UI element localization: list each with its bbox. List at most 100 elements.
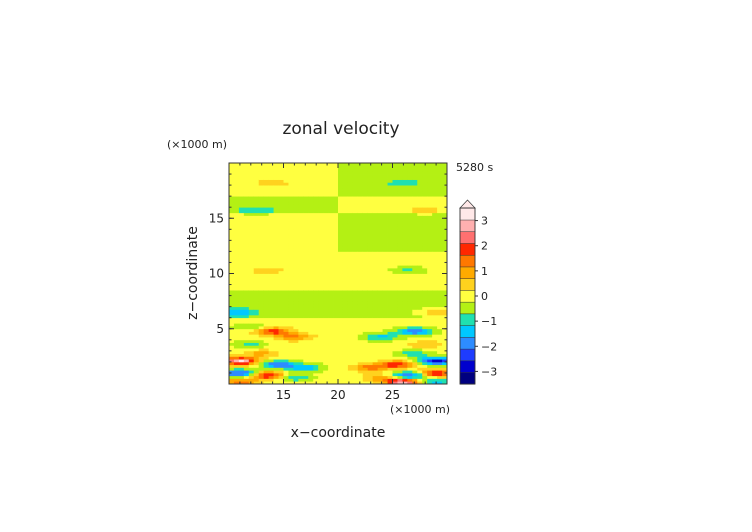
- field-cell: [387, 262, 393, 266]
- field-cell: [288, 356, 294, 360]
- field-cell: [308, 337, 314, 341]
- field-cell: [412, 198, 418, 203]
- field-cell: [392, 262, 398, 266]
- field-cell: [229, 353, 235, 357]
- field-cell: [392, 361, 398, 366]
- field-cell: [263, 198, 270, 203]
- field-cell: [263, 367, 270, 371]
- field-cell: [303, 204, 309, 208]
- field-cell: [422, 256, 428, 261]
- field-cell: [422, 168, 428, 172]
- field-cell: [323, 262, 329, 266]
- field-cell: [263, 317, 270, 321]
- field-cell: [402, 350, 408, 355]
- field-cell: [437, 348, 443, 352]
- field-cell: [258, 176, 265, 180]
- field-cell: [313, 287, 319, 291]
- field-cell: [278, 359, 284, 363]
- field-cell: [397, 342, 403, 346]
- field-cell: [387, 273, 393, 277]
- field-cell: [283, 342, 289, 346]
- field-cell: [323, 190, 329, 194]
- field-cell: [427, 267, 433, 272]
- field-cell: [278, 171, 284, 175]
- field-cell: [283, 201, 289, 205]
- field-cell: [362, 237, 369, 241]
- field-cell: [328, 353, 334, 357]
- field-cell: [243, 223, 250, 227]
- field-cell: [318, 207, 324, 211]
- field-cell: [293, 201, 299, 205]
- field-cell: [407, 243, 413, 247]
- field-cell: [268, 309, 274, 313]
- field-cell: [338, 226, 344, 230]
- field-cell: [397, 265, 403, 269]
- field-cell: [367, 198, 374, 203]
- field-cell: [437, 356, 443, 360]
- field-cell: [298, 187, 304, 192]
- field-cell: [233, 281, 240, 285]
- field-cell: [412, 290, 418, 294]
- field-cell: [253, 207, 260, 211]
- field-cell: [313, 245, 319, 250]
- field-cell: [362, 295, 369, 299]
- field-cell: [442, 209, 448, 214]
- field-cell: [372, 353, 379, 357]
- field-cell: [412, 182, 418, 186]
- field-cell: [328, 221, 334, 225]
- field-cell: [357, 254, 364, 258]
- field-cell: [432, 281, 438, 285]
- field-cell: [382, 209, 388, 214]
- field-cell: [362, 381, 369, 385]
- field-cell: [442, 256, 448, 261]
- field-cell: [308, 359, 314, 363]
- field-cell: [273, 328, 279, 332]
- field-cell: [407, 309, 413, 313]
- field-cell: [342, 207, 349, 211]
- field-cell: [392, 232, 398, 236]
- field-cell: [377, 245, 383, 250]
- field-cell: [238, 375, 245, 379]
- field-cell: [382, 204, 388, 208]
- field-cell: [248, 372, 255, 377]
- field-cell: [328, 215, 334, 219]
- field-cell: [248, 359, 255, 363]
- field-cell: [263, 361, 270, 366]
- field-cell: [347, 232, 354, 236]
- field-cell: [318, 320, 324, 324]
- field-cell: [412, 229, 418, 233]
- field-cell: [352, 345, 359, 349]
- field-cell: [283, 215, 289, 219]
- field-cell: [427, 342, 433, 346]
- field-cell: [293, 176, 299, 180]
- field-cell: [342, 215, 349, 219]
- field-cell: [333, 314, 339, 319]
- field-cell: [258, 301, 265, 305]
- field-cell: [238, 251, 245, 255]
- field-cell: [437, 265, 443, 269]
- field-cell: [437, 256, 443, 261]
- field-cell: [417, 201, 423, 205]
- field-cell: [293, 187, 299, 192]
- field-cell: [437, 295, 443, 299]
- field-cell: [382, 207, 388, 211]
- field-cell: [268, 359, 274, 363]
- field-cell: [422, 331, 428, 335]
- field-cell: [238, 165, 245, 169]
- field-cell: [422, 317, 428, 321]
- field-cell: [357, 314, 364, 319]
- field-cell: [367, 298, 374, 302]
- field-cell: [387, 314, 393, 319]
- field-cell: [333, 207, 339, 211]
- field-cell: [338, 198, 344, 203]
- field-cell: [338, 298, 344, 302]
- field-cell: [293, 353, 299, 357]
- field-cell: [263, 287, 270, 291]
- field-cell: [367, 295, 374, 299]
- field-cell: [273, 248, 279, 252]
- field-cell: [377, 198, 383, 203]
- field-cell: [333, 232, 339, 236]
- field-cell: [347, 306, 354, 310]
- field-cell: [338, 179, 344, 183]
- field-cell: [243, 306, 250, 310]
